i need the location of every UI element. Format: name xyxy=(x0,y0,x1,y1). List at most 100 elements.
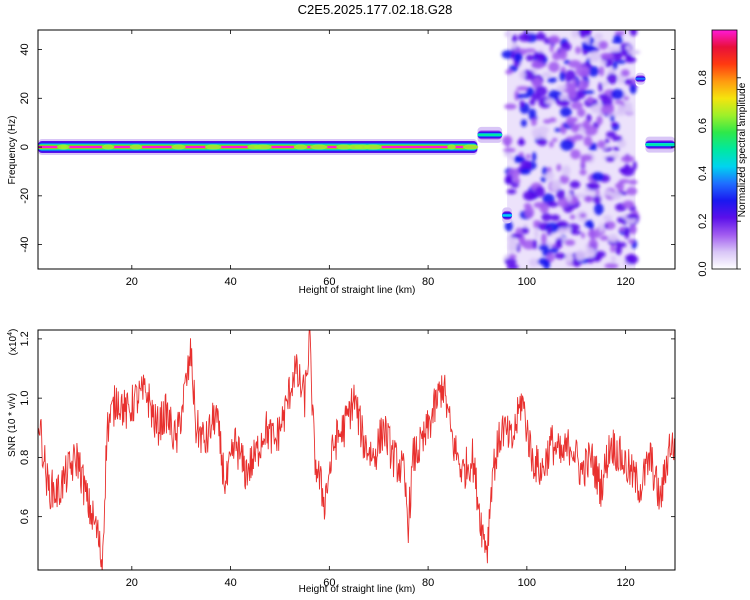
noise-blob xyxy=(623,96,630,101)
noise-blob xyxy=(556,164,562,172)
spectrogram-y-ticks: 40 20 0 -20 -40 xyxy=(19,43,675,253)
noise-blob xyxy=(522,239,536,250)
noise-blob xyxy=(560,139,574,151)
noise-blob xyxy=(604,138,610,144)
band-highlight xyxy=(293,144,308,150)
noise-blob xyxy=(548,89,563,100)
noise-blob xyxy=(582,119,591,130)
noise-blob xyxy=(585,247,596,258)
noise-blob xyxy=(579,169,587,176)
colorbar-tick-label: 0.6 xyxy=(697,118,709,133)
noise-blob xyxy=(519,168,531,175)
noise-blob xyxy=(611,122,617,127)
spectrogram-y-tick-label: 20 xyxy=(19,92,31,104)
noise-blob xyxy=(504,174,513,185)
noise-blob xyxy=(564,239,576,246)
noise-blob xyxy=(603,214,613,222)
noise-blob xyxy=(504,221,513,232)
noise-blob xyxy=(583,195,594,202)
noise-blob xyxy=(549,140,554,148)
spectrogram-x-axis-title: Height of straight line (km) xyxy=(299,285,416,296)
spectrogram-x-tick-label: 60 xyxy=(323,276,335,288)
colorbar-tick-label: 0.2 xyxy=(697,214,709,229)
noise-blob xyxy=(502,147,516,153)
noise-blob xyxy=(587,229,597,239)
spectrogram-x-tick-label: 100 xyxy=(518,276,536,288)
noise-blob xyxy=(565,78,570,83)
snr-y-axis-title: SNR (10 * v/v) xyxy=(7,393,18,457)
band-highlight xyxy=(129,144,143,150)
signal-band xyxy=(502,207,513,224)
noise-blob xyxy=(555,238,561,249)
snr-x-tick-label: 60 xyxy=(323,577,335,589)
noise-blob xyxy=(584,219,594,228)
noise-blob xyxy=(632,160,637,171)
noise-blob xyxy=(584,30,592,37)
snr-y-tick-label: 1.2 xyxy=(19,331,31,346)
noise-blob xyxy=(569,180,581,189)
noise-blob xyxy=(608,233,618,243)
colorbar-ticks: 0.0 0.2 0.4 0.6 0.8 xyxy=(697,70,741,277)
snr-y-multiplier: (x104) xyxy=(7,329,19,356)
noise-blob xyxy=(552,137,558,143)
noise-blob xyxy=(535,85,548,97)
noise-blob xyxy=(593,195,602,205)
noise-blob xyxy=(626,187,638,196)
noise-blob xyxy=(522,190,536,201)
snr-y-tick-label: 0.6 xyxy=(19,509,31,524)
noise-blob xyxy=(610,191,622,199)
noise-blob xyxy=(504,30,512,38)
band-highlight xyxy=(253,144,272,150)
band-highlight xyxy=(171,144,186,150)
signal-band xyxy=(635,70,646,87)
snr-y-multiplier-exp: 4 xyxy=(7,332,14,336)
noise-blob xyxy=(519,137,524,146)
colorbar-tick-label: 0.4 xyxy=(697,166,709,181)
noise-blob xyxy=(586,256,595,264)
snr-x-ticks: 20 40 60 80 100 120 xyxy=(126,330,635,589)
noise-blob xyxy=(538,244,550,251)
noise-blob xyxy=(595,189,600,195)
signal-band xyxy=(477,126,503,143)
noise-blob xyxy=(506,188,517,195)
spectrogram-x-tick-label: 20 xyxy=(126,276,138,288)
noise-blob xyxy=(572,134,584,141)
noise-blob xyxy=(552,51,561,61)
noise-blob xyxy=(562,165,571,177)
noise-blob xyxy=(614,30,626,36)
spectrogram-y-tick-label: 40 xyxy=(19,43,31,55)
noise-blob xyxy=(516,156,526,162)
noise-blob xyxy=(609,50,623,61)
noise-blob xyxy=(518,33,532,42)
noise-blob xyxy=(516,86,530,91)
noise-blob xyxy=(560,106,572,118)
noise-blob xyxy=(536,51,545,63)
snr-frame xyxy=(37,329,676,571)
spectrogram-x-tick-label: 80 xyxy=(422,276,434,288)
noise-blob xyxy=(510,233,523,238)
noise-blob xyxy=(598,82,603,92)
snr-series-line xyxy=(38,330,675,570)
noise-blob xyxy=(632,209,639,216)
snr-y-multiplier-close: ) xyxy=(8,329,19,332)
noise-blob xyxy=(625,254,635,260)
snr-y-tick-label: 1.0 xyxy=(19,390,31,405)
noise-blob xyxy=(575,65,590,77)
noise-blob xyxy=(615,244,622,256)
noise-blob xyxy=(535,32,546,41)
noise-blob xyxy=(583,135,593,147)
noise-blob xyxy=(508,254,517,260)
noise-blob xyxy=(535,186,545,198)
noise-blob xyxy=(523,202,532,210)
noise-blob xyxy=(585,36,590,44)
snr-plot-area xyxy=(38,330,675,570)
noise-blob xyxy=(533,222,539,229)
noise-blob xyxy=(577,108,586,117)
noise-blob xyxy=(598,222,604,233)
spectrogram-x-tick-label: 120 xyxy=(616,276,634,288)
noise-blob xyxy=(570,101,583,110)
noise-blob xyxy=(581,232,586,239)
snr-x-axis-title: Height of straight line (km) xyxy=(299,584,416,595)
noise-blob xyxy=(570,149,581,160)
